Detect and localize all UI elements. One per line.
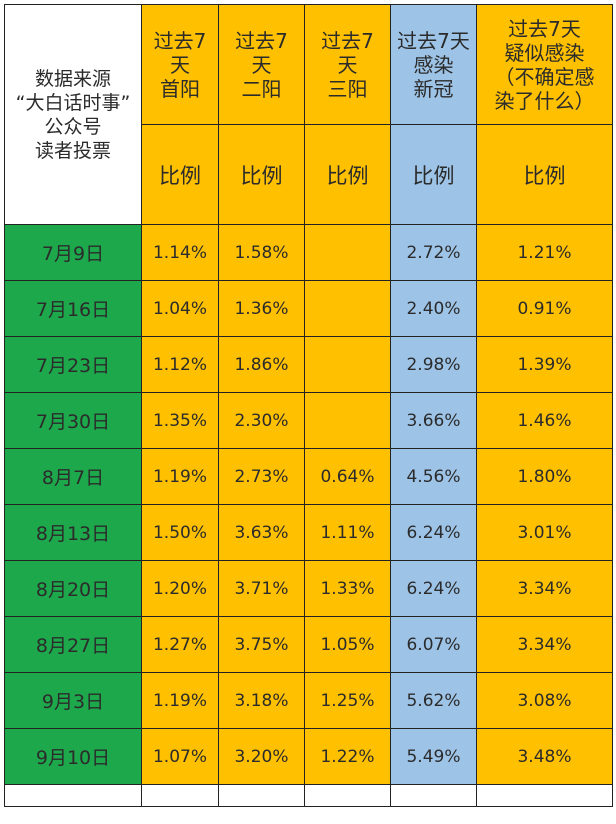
value-cell: 3.48%: [476, 728, 613, 785]
value-cell: [304, 392, 391, 449]
column-subheader-4: 比例: [390, 124, 477, 225]
value-cell: 1.07%: [141, 728, 219, 785]
value-cell: 1.11%: [304, 504, 391, 561]
table-row: 8月13日 1.50% 3.63% 1.11% 6.24% 3.01%: [4, 504, 613, 561]
table-row: 7月23日 1.12% 1.86% 2.98% 1.39%: [4, 336, 613, 393]
value-cell: 3.08%: [476, 672, 613, 729]
value-cell: 5.62%: [390, 672, 477, 729]
value-cell: 6.24%: [390, 504, 477, 561]
value-cell: 1.14%: [141, 224, 219, 281]
value-cell: 0.91%: [476, 280, 613, 337]
column-subheader-1: 比例: [141, 124, 219, 225]
empty-cell: [304, 784, 391, 807]
table-row: 7月30日 1.35% 2.30% 3.66% 1.46%: [4, 392, 613, 449]
value-cell: 1.50%: [141, 504, 219, 561]
value-cell: [304, 336, 391, 393]
value-cell: 2.73%: [218, 448, 305, 505]
column-subheader-2: 比例: [218, 124, 305, 225]
column-header-3: 过去7 天三阳: [304, 4, 391, 125]
date-cell: 8月27日: [4, 616, 142, 673]
value-cell: 1.25%: [304, 672, 391, 729]
table-row: 8月27日 1.27% 3.75% 1.05% 6.07% 3.34%: [4, 616, 613, 673]
value-cell: 1.19%: [141, 672, 219, 729]
empty-cell: [476, 784, 613, 807]
value-cell: 1.39%: [476, 336, 613, 393]
table-row: 7月9日 1.14% 1.58% 2.72% 1.21%: [4, 224, 613, 281]
column-header-2: 过去7 天二阳: [218, 4, 305, 125]
value-cell: 0.64%: [304, 448, 391, 505]
empty-row: [4, 784, 613, 807]
value-cell: 1.46%: [476, 392, 613, 449]
value-cell: 2.98%: [390, 336, 477, 393]
value-cell: 4.56%: [390, 448, 477, 505]
table-row: 9月3日 1.19% 3.18% 1.25% 5.62% 3.08%: [4, 672, 613, 729]
value-cell: 1.58%: [218, 224, 305, 281]
date-cell: 7月16日: [4, 280, 142, 337]
value-cell: 6.07%: [390, 616, 477, 673]
value-cell: 1.12%: [141, 336, 219, 393]
date-cell: 8月20日: [4, 560, 142, 617]
value-cell: 1.36%: [218, 280, 305, 337]
value-cell: 1.33%: [304, 560, 391, 617]
value-cell: [304, 224, 391, 281]
value-cell: 3.34%: [476, 616, 613, 673]
value-cell: 3.34%: [476, 560, 613, 617]
value-cell: 1.86%: [218, 336, 305, 393]
value-cell: 6.24%: [390, 560, 477, 617]
value-cell: 1.21%: [476, 224, 613, 281]
column-subheader-5: 比例: [476, 124, 613, 225]
table-row: 8月7日 1.19% 2.73% 0.64% 4.56% 1.80%: [4, 448, 613, 505]
date-cell: 7月23日: [4, 336, 142, 393]
value-cell: 1.19%: [141, 448, 219, 505]
value-cell: 2.72%: [390, 224, 477, 281]
column-subheader-3: 比例: [304, 124, 391, 225]
survey-table: 数据来源 “大白话时事” 公众号 读者投票 过去7 天首阳 过去7 天二阳 过去7 天三阳 过去7天…: [4, 4, 613, 807]
table-row: 9月10日 1.07% 3.20% 1.22% 5.49% 3.48%: [4, 728, 613, 785]
table-row: 8月20日 1.20% 3.71% 1.33% 6.24% 3.34%: [4, 560, 613, 617]
value-cell: 1.27%: [141, 616, 219, 673]
data-source-label: 数据来源 “大白话时事” 公众号 读者投票: [4, 4, 142, 225]
column-header-4: 过去7天 感染 新冠: [390, 4, 477, 125]
value-cell: 3.63%: [218, 504, 305, 561]
value-cell: 2.30%: [218, 392, 305, 449]
date-cell: 8月13日: [4, 504, 142, 561]
value-cell: 1.04%: [141, 280, 219, 337]
value-cell: 1.05%: [304, 616, 391, 673]
value-cell: 3.20%: [218, 728, 305, 785]
value-cell: 3.01%: [476, 504, 613, 561]
column-header-1: 过去7 天首阳: [141, 4, 219, 125]
value-cell: 3.75%: [218, 616, 305, 673]
date-cell: 9月10日: [4, 728, 142, 785]
value-cell: 3.18%: [218, 672, 305, 729]
value-cell: 1.22%: [304, 728, 391, 785]
date-cell: 9月3日: [4, 672, 142, 729]
value-cell: 2.40%: [390, 280, 477, 337]
value-cell: 3.66%: [390, 392, 477, 449]
value-cell: 5.49%: [390, 728, 477, 785]
value-cell: 1.35%: [141, 392, 219, 449]
value-cell: 1.80%: [476, 448, 613, 505]
value-cell: [304, 280, 391, 337]
table-row: 7月16日 1.04% 1.36% 2.40% 0.91%: [4, 280, 613, 337]
empty-cell: [141, 784, 219, 807]
value-cell: 3.71%: [218, 560, 305, 617]
empty-cell: [390, 784, 477, 807]
column-header-5: 过去7天 疑似感染 （不确定感 染了什么）: [476, 4, 613, 125]
date-cell: 8月7日: [4, 448, 142, 505]
survey-table-container: 数据来源 “大白话时事” 公众号 读者投票 过去7 天首阳 过去7 天二阳 过去7 天三阳 过去7天…: [4, 4, 613, 807]
date-cell: 7月9日: [4, 224, 142, 281]
date-cell: 7月30日: [4, 392, 142, 449]
header-row-titles: 数据来源 “大白话时事” 公众号 读者投票 过去7 天首阳 过去7 天二阳 过去7 天三阳 过去7天…: [4, 4, 613, 225]
empty-cell: [218, 784, 305, 807]
header-row-subtitles: 比例 比例 比例 比例 比例: [5, 124, 613, 225]
empty-cell: [4, 784, 142, 807]
value-cell: 1.20%: [141, 560, 219, 617]
